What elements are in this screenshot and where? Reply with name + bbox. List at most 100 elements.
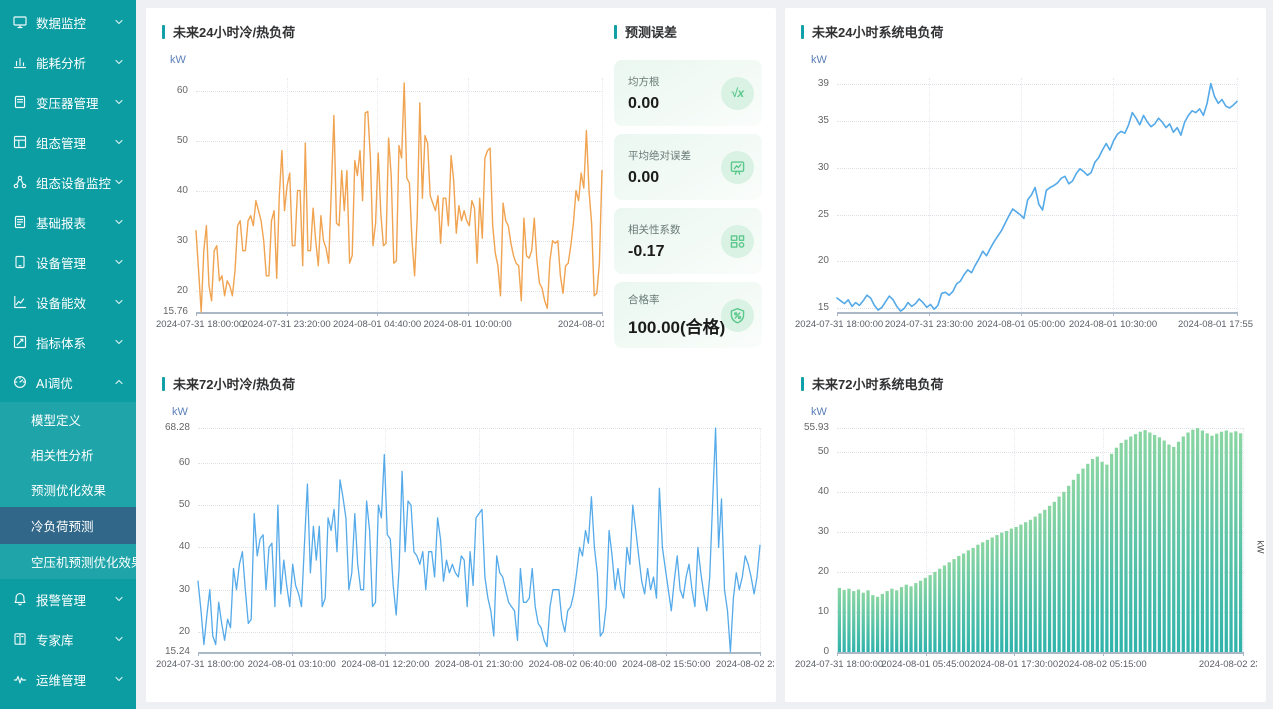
panel-title: 未来24小时冷/热负荷 <box>162 22 295 41</box>
panel-title: 未来72小时系统电负荷 <box>801 374 943 393</box>
sidebar-item-label: 能耗分析 <box>36 56 87 71</box>
x-tick-label: 2024-08-01 10:30:00 <box>1068 319 1158 330</box>
sidebar-subitem-prediction-optimization-effect[interactable]: 预测优化效果 <box>31 484 107 498</box>
sidebar-item-config-management[interactable]: 组态管理 <box>0 122 136 162</box>
panel-72h-cold-heat-load: 未来72小时冷/热负荷 kW 68.28 60 50 40 30 20 15.24 2024-0… <box>146 360 776 702</box>
y-tick-label: 30 <box>817 161 829 173</box>
sidebar-item-device-management[interactable]: 设备管理 <box>0 242 136 282</box>
sidebar-item-label: 报警管理 <box>36 593 87 608</box>
x-tick-label: 2024-08-01 21:30:00 <box>434 659 524 670</box>
x-axis-tick <box>479 652 480 656</box>
x-axis-tick <box>1014 652 1016 656</box>
sidebar-submenu: 模型定义相关性分析预测优化效果冷负荷预测空压机预测优化效果 <box>0 402 136 579</box>
sidebar: 数据监控能耗分析变压器管理 组态管理 组态设备监控 基础报表 设备管理 设备能效 指标体系 A… <box>0 0 136 709</box>
metric-value: -0.17 <box>628 242 665 260</box>
y-tick-label: 15.24 <box>164 646 190 657</box>
x-axis-tick <box>377 312 379 316</box>
sidebar-item-ai-tuning[interactable]: AI调优 <box>0 362 136 402</box>
panel-title: 未来24小时系统电负荷 <box>801 22 943 41</box>
v-gridline <box>467 78 469 312</box>
sidebar-item-energy-analysis[interactable]: 能耗分析 <box>0 42 136 82</box>
y-tick-label: 30 <box>817 525 829 537</box>
chart-series <box>195 82 603 313</box>
v-gridline <box>377 78 379 312</box>
chart-24h-cold-heat-load[interactable]: kW 60 50 40 30 20 15.76 2024-07-31 18:00:00 2024… <box>156 52 604 362</box>
chevron-down-icon <box>114 337 124 347</box>
report-icon <box>13 215 27 229</box>
chevron-down-icon <box>114 634 124 644</box>
y-tick-label: 39 <box>817 77 829 89</box>
x-axis-tick <box>1243 652 1244 656</box>
x-axis-line <box>196 312 602 314</box>
chart-series <box>837 428 1243 652</box>
x-tick-label: 2024-08-02 15:50:00 <box>622 659 711 670</box>
shield-percent-icon <box>721 298 754 332</box>
y-tick-label: 40 <box>178 541 190 553</box>
sidebar-subitem-model-definition[interactable]: 模型定义 <box>31 414 82 428</box>
sidebar-item-device-efficiency[interactable]: 设备能效 <box>0 282 136 322</box>
chevron-up-icon <box>114 377 124 387</box>
prediction-error-panel: 预测误差 均方根 0.00 √x 平均绝对误差 0.00 相关性系数 -0.17 合格率 100… <box>614 8 764 362</box>
sidebar-item-indicator-system[interactable]: 指标体系 <box>0 322 136 362</box>
v-gridline <box>286 78 288 312</box>
sidebar-subitem-correlation-analysis[interactable]: 相关性分析 <box>31 449 94 463</box>
book-icon <box>13 632 27 646</box>
chart-72h-cold-heat-load[interactable]: kW 68.28 60 50 40 30 20 15.24 2024-07-31 18:00:0… <box>156 404 774 694</box>
y-tick-label: 30 <box>176 234 188 246</box>
sidebar-item-data-monitoring[interactable]: 数据监控 <box>0 2 136 42</box>
v-gridline <box>291 428 293 652</box>
panel-title: 预测误差 <box>614 22 677 41</box>
v-gridline <box>1237 78 1238 312</box>
h-gridline <box>837 451 1243 453</box>
board-chart-icon <box>721 150 754 184</box>
h-gridline <box>837 428 1243 429</box>
panel-24h-system-electric-load: 未来24小时系统电负荷 kW 39 35 30 25 20 15 2024-07-31 18:… <box>785 8 1266 362</box>
metric-card-rmse: 均方根 0.00 √x <box>614 60 762 126</box>
x-tick-label: 2024-07-31 18:00:00 <box>156 319 245 330</box>
v-gridline <box>572 428 574 652</box>
metric-label: 合格率 <box>628 294 660 306</box>
v-gridline <box>385 428 387 652</box>
x-tick-label: 2024-07-31 23:20:00 <box>242 319 331 330</box>
layout-icon <box>13 135 27 149</box>
sidebar-item-alarm-management[interactable]: 报警管理 <box>0 579 136 619</box>
h-gridline <box>196 140 602 142</box>
sidebar-item-ops-management[interactable]: 运维管理 <box>0 659 136 699</box>
v-gridline <box>760 428 761 652</box>
panel-title-text: 未来72小时冷/热负荷 <box>173 377 296 392</box>
y-tick-label: 40 <box>817 485 829 497</box>
chart-72h-system-electric-load[interactable]: kW 55.93 50 40 30 20 10 0 2024-07-31 18:00:00 202… <box>795 404 1257 694</box>
y-tick-label: 25 <box>817 208 829 220</box>
sidebar-item-basic-reports[interactable]: 基础报表 <box>0 202 136 242</box>
x-axis-tick <box>286 312 288 316</box>
title-accent-bar <box>801 376 804 391</box>
y-tick-label: 68.28 <box>164 422 190 433</box>
sidebar-subitem-air-compressor-prediction-effect[interactable]: 空压机预测优化效果 <box>31 556 136 570</box>
sidebar-item-expert-library[interactable]: 专家库 <box>0 619 136 659</box>
h-gridline <box>837 167 1237 169</box>
sidebar-item-label: 数据监控 <box>36 16 87 31</box>
x-axis-tick <box>1021 312 1022 316</box>
v-gridline <box>929 78 930 312</box>
sidebar-item-label: 专家库 <box>36 633 74 648</box>
sidebar-item-transformer-management[interactable]: 变压器管理 <box>0 82 136 122</box>
sidebar-item-config-device-monitoring[interactable]: 组态设备监控 <box>0 162 136 202</box>
transformer-icon <box>13 95 27 109</box>
chevron-down-icon <box>114 297 124 307</box>
x-axis-tick <box>837 652 838 656</box>
sidebar-subitem-cooling-load-prediction[interactable]: 冷负荷预测 <box>0 507 136 544</box>
ai-gauge-icon <box>13 375 27 389</box>
x-axis-tick <box>925 652 927 656</box>
x-tick-label: 2024-08-01 04:40:00 <box>332 319 422 330</box>
x-tick-label: 2024-08-01 15:20:00 <box>557 319 604 330</box>
chart-24h-system-electric-load[interactable]: kW 39 35 30 25 20 15 2024-07-31 18:00:00 2024-07… <box>795 52 1255 362</box>
h-gridline <box>837 214 1237 216</box>
h-gridline <box>196 290 602 292</box>
h-gridline <box>837 83 1237 85</box>
v-gridline <box>602 78 603 312</box>
x-axis-line <box>837 652 1243 654</box>
h-gridline <box>196 240 602 242</box>
panel-title: 未来72小时冷/热负荷 <box>162 374 295 393</box>
y-tick-label: 15 <box>817 302 829 314</box>
x-axis-tick <box>1113 312 1114 316</box>
